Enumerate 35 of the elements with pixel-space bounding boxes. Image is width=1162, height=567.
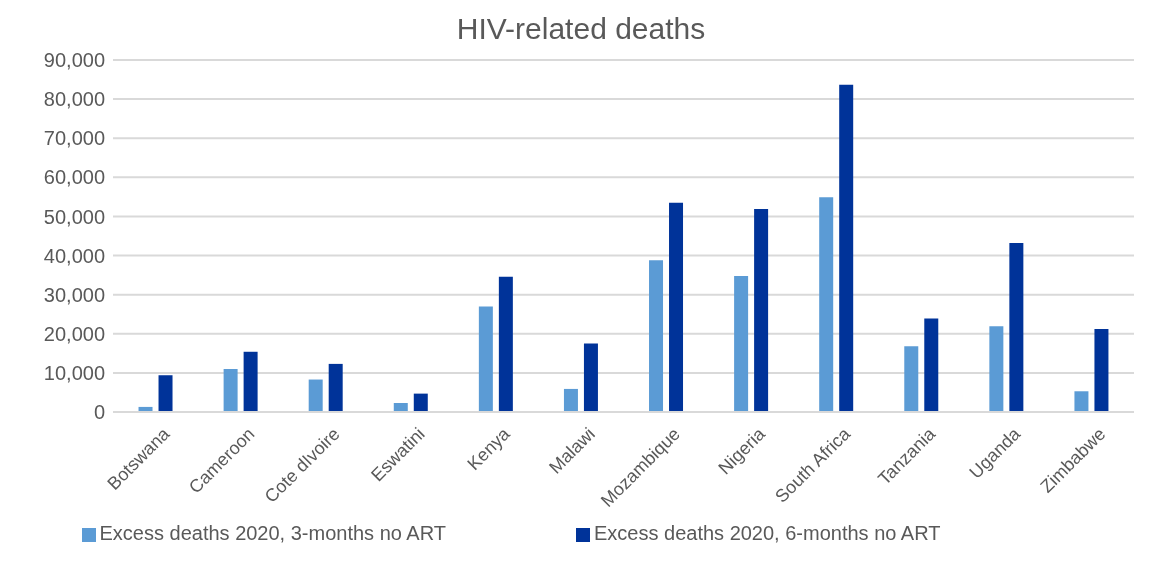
bar [563, 388, 578, 412]
bar [989, 326, 1004, 412]
y-tick-label: 20,000 [43, 322, 105, 345]
chart-title: HIV-related deaths [455, 12, 707, 46]
bar [734, 275, 749, 412]
bar [478, 306, 493, 412]
bar [1009, 243, 1024, 412]
y-tick-label: 60,000 [43, 166, 105, 189]
bar [583, 343, 598, 412]
bar [223, 368, 238, 412]
bar [839, 84, 854, 412]
bar [819, 197, 834, 412]
y-tick-label: 80,000 [43, 88, 105, 111]
legend-label: Excess deaths 2020, 6-months no ART [594, 522, 941, 544]
y-tick-label: 0 [93, 401, 105, 424]
bar [904, 346, 919, 412]
bar [413, 393, 428, 412]
y-tick-label: 90,000 [43, 49, 105, 72]
y-tick-label: 10,000 [43, 361, 105, 384]
bar [158, 375, 173, 412]
bar [1074, 391, 1089, 412]
y-tick-label: 40,000 [43, 244, 105, 267]
y-tick-label: 30,000 [43, 283, 105, 306]
bar [498, 276, 513, 412]
bar [649, 260, 664, 412]
bar [308, 379, 323, 412]
bar [1094, 329, 1109, 412]
y-tick-label: 70,000 [43, 127, 105, 150]
bar [924, 318, 939, 412]
bar [243, 351, 258, 412]
bar [669, 202, 684, 412]
legend-label: Excess deaths 2020, 3-months no ART [99, 522, 446, 544]
bar [328, 363, 343, 412]
y-tick-label: 50,000 [43, 205, 105, 228]
bar [754, 209, 769, 412]
